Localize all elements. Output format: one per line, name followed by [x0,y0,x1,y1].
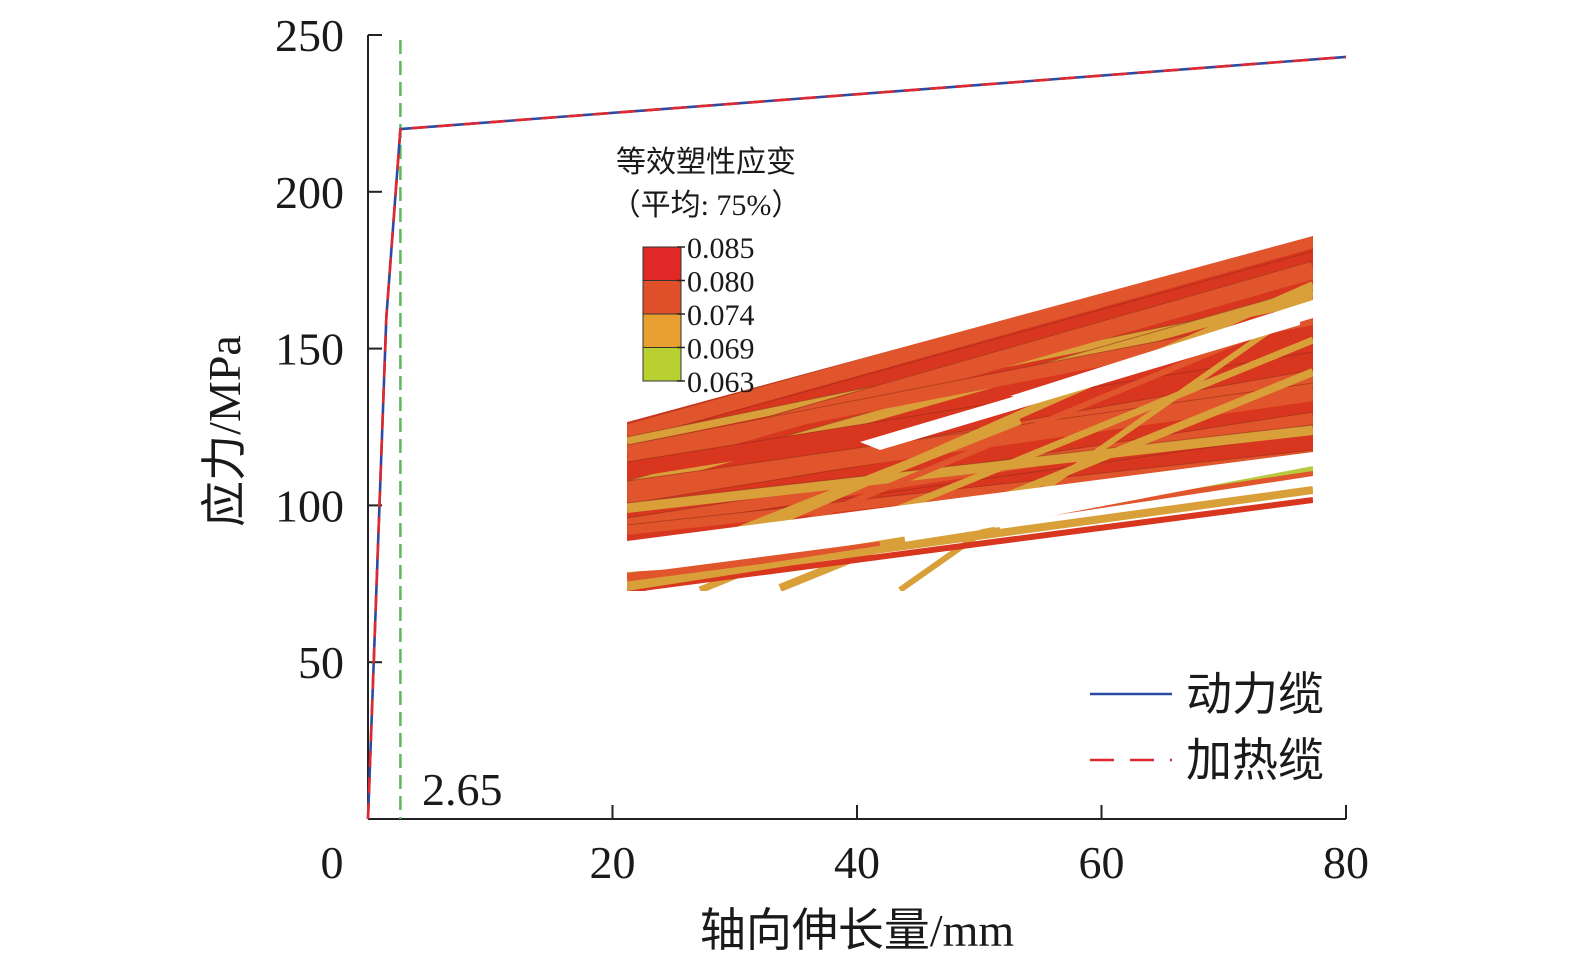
y-tick-label: 250 [275,10,344,61]
series-layer [366,40,1347,820]
colorbar-swatch [642,280,682,315]
inset-lower-bundle [627,541,881,582]
inset-lower-strand [627,497,1313,591]
inset-lower-bundle [627,527,1001,591]
colorbar-tick-label: 0.063 [687,366,755,399]
inset-cross-strand [898,297,1313,591]
inset-strand-edge [627,449,1313,526]
x-tick-label: 60 [1079,837,1125,888]
legend-label: 加热缆 [1186,735,1324,786]
inset-mask-top [627,234,1313,422]
colorbar-title: 等效塑性应变 [616,146,796,179]
inset-gap [1010,300,1313,400]
colorbar-swatch [642,347,682,382]
inset-strand [627,425,1313,513]
y-tick-label: 150 [275,324,344,375]
inset-strand [627,234,1313,440]
x-tick-label: 40 [834,837,880,888]
y-axis-title: 应力/MPa [199,335,250,527]
y-tick-label: 100 [275,480,344,531]
colorbar-tick-label: 0.080 [687,266,755,299]
series-line-power-cable [366,55,1347,820]
colorbar-tick-label: 0.069 [687,333,755,366]
colorbar-tick-label: 0.074 [687,299,755,332]
x-axis-title: 轴向伸长量/mm [700,905,1015,956]
x-tick-label: 80 [1323,837,1369,888]
y-tick-label: 50 [298,637,344,688]
colorbar-tick-label: 0.085 [687,232,755,265]
colorbar-swatch [642,246,682,281]
legend-label: 动力缆 [1186,669,1324,720]
x-tick-label: 0 [321,837,344,888]
inset-strands [627,234,1313,591]
axes: 50 100 150 200 250 0 20 40 60 80 [275,10,1369,888]
inset-strand-edge [627,351,1313,463]
inset-strand-edge [627,424,1313,504]
colorbar-subtitle: （平均: 75%） [611,189,802,222]
cable-strain-inset [627,234,1313,591]
annotation-2-65: 2.65 [422,764,503,815]
colorbar-swatch [642,313,682,348]
x-tick-label: 20 [590,837,636,888]
y-tick-label: 200 [275,167,344,218]
inset-gap-lower [627,452,1313,572]
inset-strand-edge [627,382,1313,482]
inset-strand-edge [627,250,1313,442]
